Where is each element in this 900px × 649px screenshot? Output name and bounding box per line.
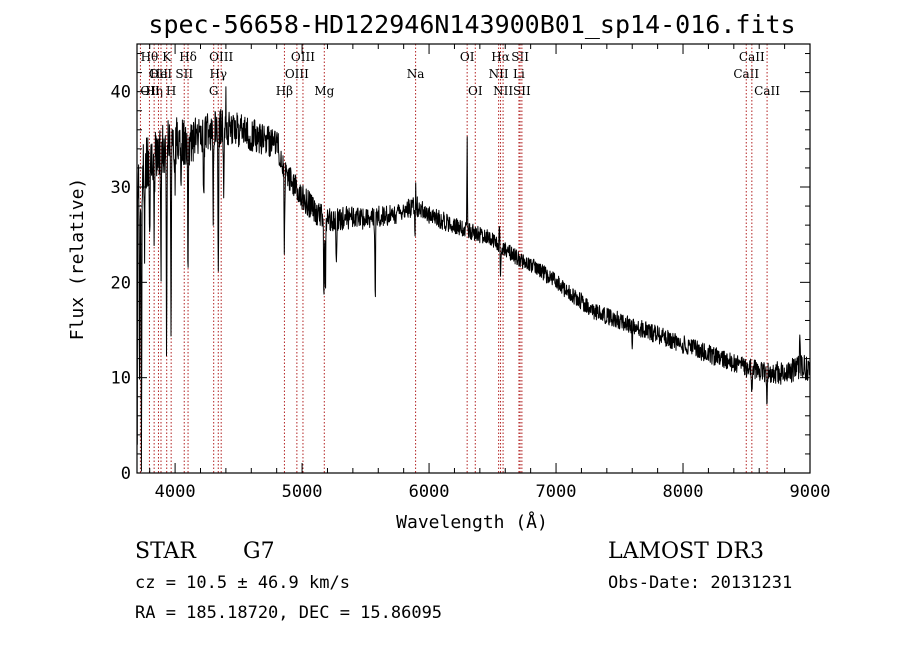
line-markers: OIIHθHηOIIHeIKHSIIHδGHγOIIIHβOIIIOIIIMgN…: [139, 44, 780, 473]
survey-name: LAMOST DR3: [608, 539, 764, 564]
line-label-5: K: [162, 50, 172, 64]
object-subclass: G7: [243, 539, 275, 564]
x-tick-label: 6000: [409, 482, 450, 502]
redshift-velocity: cz = 10.5 ± 46.9 km/s: [135, 573, 350, 593]
line-label-8: Hδ: [179, 50, 197, 64]
line-label-15: Mg: [314, 84, 334, 98]
line-label-24: SII: [513, 84, 531, 98]
line-label-0: OII: [140, 84, 160, 98]
y-tick-label: 0: [121, 464, 131, 484]
line-label-23: SII: [511, 50, 529, 64]
line-label-26: CaII: [739, 50, 765, 64]
line-label-12: Hβ: [276, 84, 293, 98]
line-label-2: Hη: [145, 84, 163, 98]
x-tick-label: 8000: [663, 482, 704, 502]
chart-title: spec-56658-HD122946N143900B01_sp14-016.f…: [148, 10, 795, 39]
plot-frame: [136, 43, 811, 474]
x-tick-label: 7000: [536, 482, 577, 502]
line-label-4: HeI: [150, 67, 173, 81]
line-label-16: Na: [407, 67, 425, 81]
x-tick-label: 4000: [155, 482, 196, 502]
x-axis: 4000 5000 6000 7000 8000 9000: [149, 44, 831, 502]
line-label-11: OIII: [209, 50, 233, 64]
line-label-1: Hθ: [141, 50, 159, 64]
object-class: STAR: [135, 539, 196, 564]
y-tick-label: 10: [111, 369, 131, 389]
line-label-21: NII: [493, 84, 513, 98]
spectrum-line: [136, 86, 811, 472]
x-tick-label: 5000: [282, 482, 323, 502]
coordinates: RA = 185.18720, DEC = 15.86095: [135, 603, 443, 623]
line-label-9: G: [209, 84, 219, 98]
line-label-18: OI: [468, 84, 483, 98]
y-tick-label: 30: [111, 178, 131, 198]
line-label-3: OII: [149, 67, 169, 81]
line-label-19: NII: [489, 67, 509, 81]
line-label-17: OI: [460, 50, 475, 64]
y-axis: 0 10 20 30 40: [111, 53, 810, 484]
x-tick-label: 9000: [790, 482, 831, 502]
line-label-6: H: [166, 84, 176, 98]
line-label-25: CaII: [733, 67, 759, 81]
y-axis-label: Flux (relative): [67, 178, 88, 341]
x-axis-label: Wavelength (Å): [396, 511, 548, 533]
y-tick-label: 40: [111, 83, 131, 103]
line-label-14: OIII: [291, 50, 315, 64]
observation-date: Obs-Date: 20131231: [608, 573, 793, 593]
line-label-22: Li: [513, 67, 525, 81]
y-tick-label: 20: [111, 273, 131, 293]
line-label-27: CaII: [754, 84, 780, 98]
line-label-7: SII: [175, 67, 193, 81]
line-label-20: Hα: [491, 50, 510, 64]
spectrum-series: [136, 86, 811, 472]
line-label-13: OIII: [285, 67, 309, 81]
line-label-10: Hγ: [209, 67, 227, 81]
